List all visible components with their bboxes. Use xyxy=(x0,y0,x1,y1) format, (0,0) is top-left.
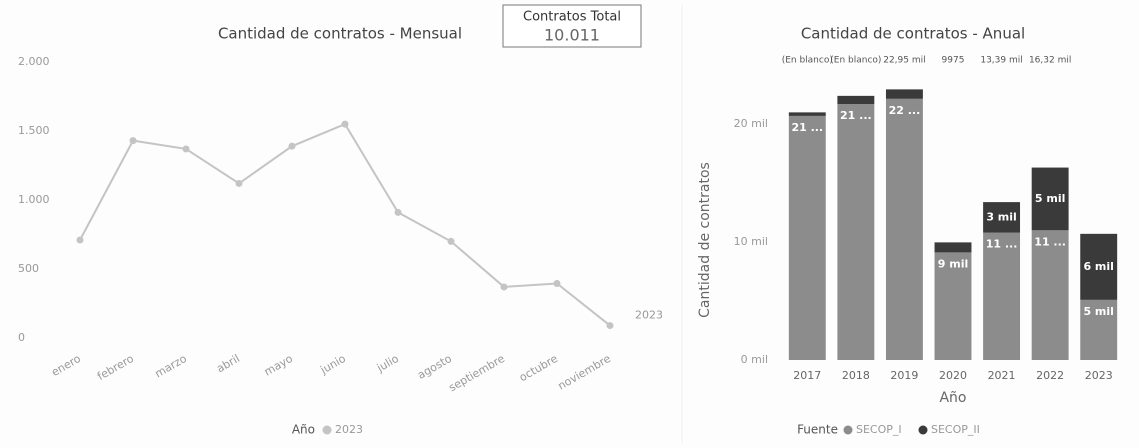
y-tick-label: 0 mil xyxy=(741,353,768,366)
data-label: 9 mil xyxy=(938,257,969,270)
bar-segment xyxy=(837,104,875,360)
bar-segment xyxy=(983,232,1021,360)
bar-segment xyxy=(1080,233,1118,300)
legend-title: Fuente xyxy=(797,423,838,437)
point xyxy=(447,237,455,245)
y-tick-label: 2.000 xyxy=(18,55,50,68)
data-label: 5 mil xyxy=(1083,305,1114,318)
total-label: (En blanco) xyxy=(782,56,833,66)
total-label: 13,39 mil xyxy=(980,56,1022,66)
chart-title: Cantidad de contratos - Mensual xyxy=(218,25,462,43)
total-label: (En blanco) xyxy=(830,56,881,66)
bar-segment xyxy=(1080,299,1118,360)
data-label: 5 mil xyxy=(1035,192,1066,205)
data-label: 6 mil xyxy=(1083,260,1114,273)
legend-label: SECOP_I xyxy=(856,423,902,436)
point xyxy=(76,236,84,244)
data-label: 22 ... xyxy=(889,104,921,117)
point xyxy=(129,137,137,145)
total-label: 22,95 mil xyxy=(883,56,925,66)
y-tick-label: 500 xyxy=(18,262,39,275)
x-tick-label: 2017 xyxy=(793,369,821,382)
x-tick-label: 2018 xyxy=(842,369,870,382)
legend-label: SECOP_II xyxy=(931,423,980,436)
y-tick-label: 1.500 xyxy=(18,124,50,137)
bar-segment xyxy=(885,98,923,361)
point xyxy=(235,179,243,187)
bar-segment xyxy=(788,112,826,116)
point xyxy=(341,120,349,128)
y-tick-label: 10 mil xyxy=(734,235,768,248)
bar-segment xyxy=(1031,230,1069,360)
y-tick-label: 1.000 xyxy=(18,193,50,206)
x-tick-label: 2020 xyxy=(939,369,967,382)
card-title: Contratos Total xyxy=(523,10,621,25)
bar-segment xyxy=(1031,167,1069,231)
bar-segment xyxy=(837,95,875,105)
bar-segment xyxy=(788,115,826,360)
data-label: 3 mil xyxy=(986,210,1017,223)
data-label: 11 ... xyxy=(986,238,1018,251)
legend-swatch xyxy=(918,425,928,435)
card xyxy=(502,4,642,48)
bar-segment xyxy=(934,252,972,360)
bar-segment xyxy=(934,242,972,253)
point xyxy=(288,142,296,150)
total-label: 16,32 mil xyxy=(1029,56,1071,66)
point xyxy=(394,208,402,216)
card-value: 10.011 xyxy=(544,26,600,45)
legend-swatch xyxy=(843,425,853,435)
point xyxy=(182,145,190,153)
x-tick-label: 2019 xyxy=(890,369,918,382)
data-label: 21 ... xyxy=(791,121,823,134)
total-label: 9975 xyxy=(942,56,965,66)
legend-swatch xyxy=(322,425,332,435)
point xyxy=(553,279,561,287)
x-tick-label: 2021 xyxy=(988,369,1016,382)
y-axis-title: Cantidad de contratos xyxy=(697,162,713,318)
y-tick-label: 20 mil xyxy=(734,117,768,130)
data-label: 11 ... xyxy=(1034,235,1066,248)
series-end-label: 2023 xyxy=(635,309,663,322)
legend-title: Año xyxy=(292,423,315,437)
legend-label: 2023 xyxy=(335,423,363,436)
bar-segment xyxy=(983,202,1021,233)
point xyxy=(606,322,614,330)
y-tick-label: 0 xyxy=(18,331,25,344)
x-tick-label: 2022 xyxy=(1036,369,1064,382)
x-tick-label: 2023 xyxy=(1085,369,1113,382)
x-axis-title: Año xyxy=(939,390,966,406)
data-label: 21 ... xyxy=(840,109,872,122)
chart-title: Cantidad de contratos - Anual xyxy=(801,25,1025,43)
point xyxy=(500,283,508,291)
bar-segment xyxy=(885,89,923,99)
